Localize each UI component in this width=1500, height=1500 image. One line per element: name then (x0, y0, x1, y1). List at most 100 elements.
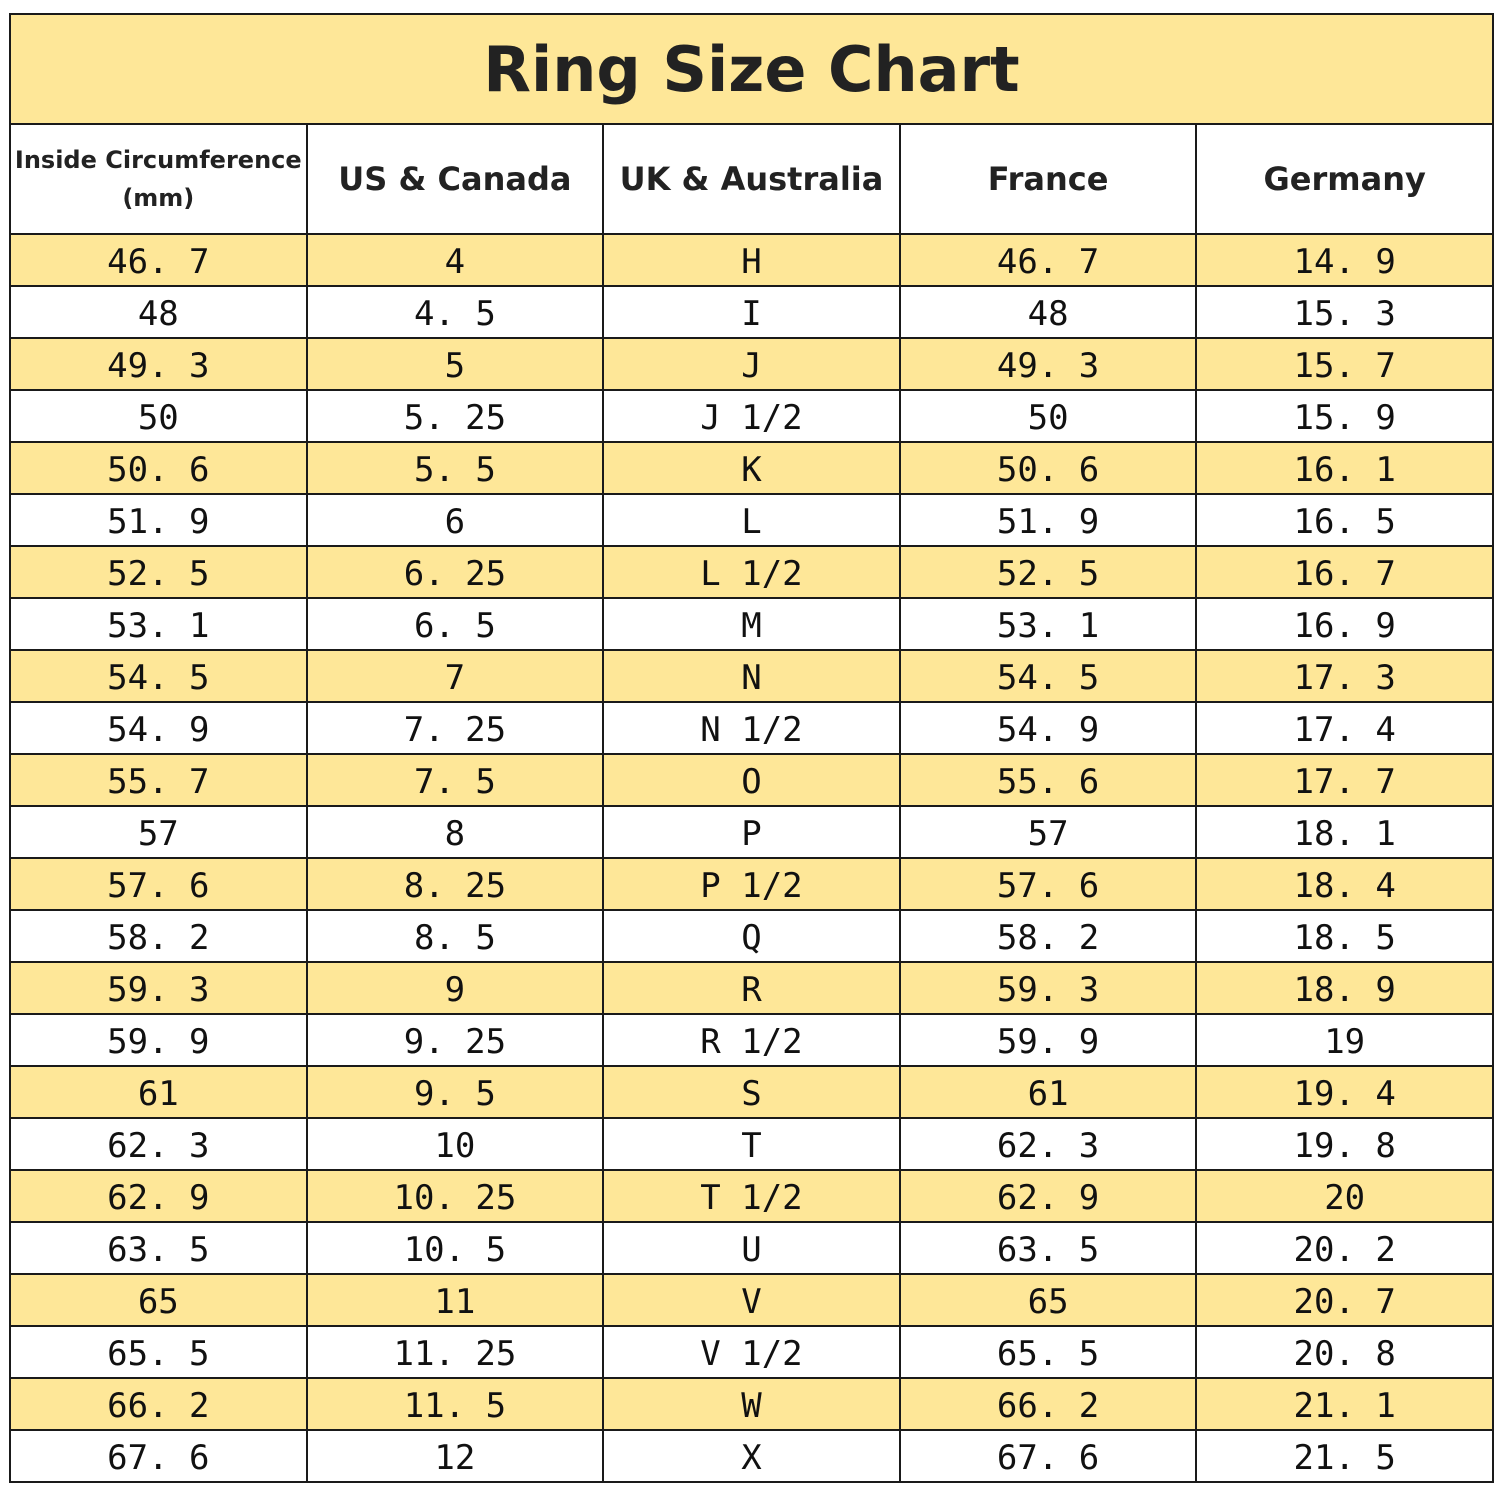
cell-uk-australia: N (602, 649, 901, 703)
cell-uk-australia: U (602, 1221, 901, 1275)
cell-inside-circumference: 50. 6 (9, 441, 308, 495)
cell-germany: 16. 7 (1195, 545, 1494, 599)
cell-uk-australia: Q (602, 909, 901, 963)
cell-uk-australia: X (602, 1429, 901, 1483)
table-row: 63. 5 10. 5 U 63. 5 20. 2 (9, 1221, 1494, 1275)
cell-germany: 21. 1 (1195, 1377, 1494, 1431)
cell-inside-circumference: 62. 3 (9, 1117, 308, 1171)
cell-inside-circumference: 46. 7 (9, 233, 308, 287)
cell-uk-australia: R (602, 961, 901, 1015)
cell-france: 63. 5 (898, 1221, 1198, 1275)
table-row: 54. 5 7 N 54. 5 17. 3 (9, 649, 1494, 703)
cell-germany: 16. 1 (1195, 441, 1494, 495)
cell-us-canada: 4. 5 (305, 285, 605, 339)
cell-uk-australia: P (602, 805, 901, 859)
cell-germany: 18. 5 (1195, 909, 1494, 963)
cell-uk-australia: P 1/2 (602, 857, 901, 911)
cell-france: 50. 6 (898, 441, 1198, 495)
column-header-france: France (898, 123, 1198, 235)
cell-uk-australia: S (602, 1065, 901, 1119)
cell-france: 57. 6 (898, 857, 1198, 911)
cell-germany: 19. 4 (1195, 1065, 1494, 1119)
table-row: 61 9. 5 S 61 19. 4 (9, 1065, 1494, 1119)
cell-inside-circumference: 61 (9, 1065, 308, 1119)
cell-us-canada: 10. 25 (305, 1169, 605, 1223)
table-row: 54. 9 7. 25 N 1/2 54. 9 17. 4 (9, 701, 1494, 755)
cell-germany: 17. 3 (1195, 649, 1494, 703)
table-row: 53. 1 6. 5 M 53. 1 16. 9 (9, 597, 1494, 651)
cell-germany: 15. 9 (1195, 389, 1494, 443)
cell-inside-circumference: 67. 6 (9, 1429, 308, 1483)
table-row: 52. 5 6. 25 L 1/2 52. 5 16. 7 (9, 545, 1494, 599)
header-row: Inside Circumference (mm) US & Canada UK &… (9, 123, 1494, 235)
cell-us-canada: 5. 25 (305, 389, 605, 443)
cell-france: 65 (898, 1273, 1198, 1327)
cell-germany: 20. 8 (1195, 1325, 1494, 1379)
cell-inside-circumference: 65 (9, 1273, 308, 1327)
cell-france: 54. 9 (898, 701, 1198, 755)
cell-us-canada: 11. 25 (305, 1325, 605, 1379)
cell-inside-circumference: 57 (9, 805, 308, 859)
cell-uk-australia: V (602, 1273, 901, 1327)
cell-us-canada: 11. 5 (305, 1377, 605, 1431)
table-row: 51. 9 6 L 51. 9 16. 5 (9, 493, 1494, 547)
cell-france: 50 (898, 389, 1198, 443)
cell-inside-circumference: 57. 6 (9, 857, 308, 911)
cell-us-canada: 6 (305, 493, 605, 547)
cell-inside-circumference: 53. 1 (9, 597, 308, 651)
page-title: Ring Size Chart (9, 13, 1494, 125)
cell-uk-australia: T 1/2 (602, 1169, 901, 1223)
cell-uk-australia: V 1/2 (602, 1325, 901, 1379)
cell-inside-circumference: 58. 2 (9, 909, 308, 963)
cell-us-canada: 5. 5 (305, 441, 605, 495)
cell-us-canada: 8. 5 (305, 909, 605, 963)
table-row: 59. 9 9. 25 R 1/2 59. 9 19 (9, 1013, 1494, 1067)
cell-germany: 20. 7 (1195, 1273, 1494, 1327)
column-header-us-canada: US & Canada (305, 123, 605, 235)
table-row: 59. 3 9 R 59. 3 18. 9 (9, 961, 1494, 1015)
cell-germany: 16. 5 (1195, 493, 1494, 547)
table-row: 57. 6 8. 25 P 1/2 57. 6 18. 4 (9, 857, 1494, 911)
cell-france: 49. 3 (898, 337, 1198, 391)
cell-us-canada: 9. 25 (305, 1013, 605, 1067)
cell-france: 52. 5 (898, 545, 1198, 599)
cell-us-canada: 7. 5 (305, 753, 605, 807)
table-row: 62. 3 10 T 62. 3 19. 8 (9, 1117, 1494, 1171)
cell-france: 53. 1 (898, 597, 1198, 651)
cell-uk-australia: T (602, 1117, 901, 1171)
table-row: 49. 3 5 J 49. 3 15. 7 (9, 337, 1494, 391)
table-row: 58. 2 8. 5 Q 58. 2 18. 5 (9, 909, 1494, 963)
cell-inside-circumference: 66. 2 (9, 1377, 308, 1431)
cell-uk-australia: N 1/2 (602, 701, 901, 755)
cell-us-canada: 12 (305, 1429, 605, 1483)
cell-germany: 18. 9 (1195, 961, 1494, 1015)
cell-inside-circumference: 50 (9, 389, 308, 443)
table-body: 46. 7 4 H 46. 7 14. 9 48 4. 5 I 48 15. 3 49. 3 5 J 49… (9, 233, 1494, 1483)
cell-inside-circumference: 49. 3 (9, 337, 308, 391)
cell-germany: 21. 5 (1195, 1429, 1494, 1483)
cell-uk-australia: I (602, 285, 901, 339)
cell-us-canada: 6. 5 (305, 597, 605, 651)
table-row: 62. 9 10. 25 T 1/2 62. 9 20 (9, 1169, 1494, 1223)
cell-inside-circumference: 65. 5 (9, 1325, 308, 1379)
cell-germany: 20. 2 (1195, 1221, 1494, 1275)
cell-inside-circumference: 51. 9 (9, 493, 308, 547)
cell-inside-circumference: 55. 7 (9, 753, 308, 807)
table-row: 48 4. 5 I 48 15. 3 (9, 285, 1494, 339)
column-header-germany: Germany (1195, 123, 1494, 235)
cell-uk-australia: H (602, 233, 901, 287)
cell-uk-australia: L 1/2 (602, 545, 901, 599)
cell-france: 66. 2 (898, 1377, 1198, 1431)
column-header-uk-australia: UK & Australia (602, 123, 901, 235)
cell-france: 46. 7 (898, 233, 1198, 287)
cell-france: 57 (898, 805, 1198, 859)
cell-uk-australia: R 1/2 (602, 1013, 901, 1067)
cell-france: 62. 3 (898, 1117, 1198, 1171)
cell-france: 59. 3 (898, 961, 1198, 1015)
cell-germany: 18. 1 (1195, 805, 1494, 859)
cell-us-canada: 7 (305, 649, 605, 703)
cell-france: 65. 5 (898, 1325, 1198, 1379)
cell-us-canada: 7. 25 (305, 701, 605, 755)
cell-inside-circumference: 62. 9 (9, 1169, 308, 1223)
cell-us-canada: 4 (305, 233, 605, 287)
